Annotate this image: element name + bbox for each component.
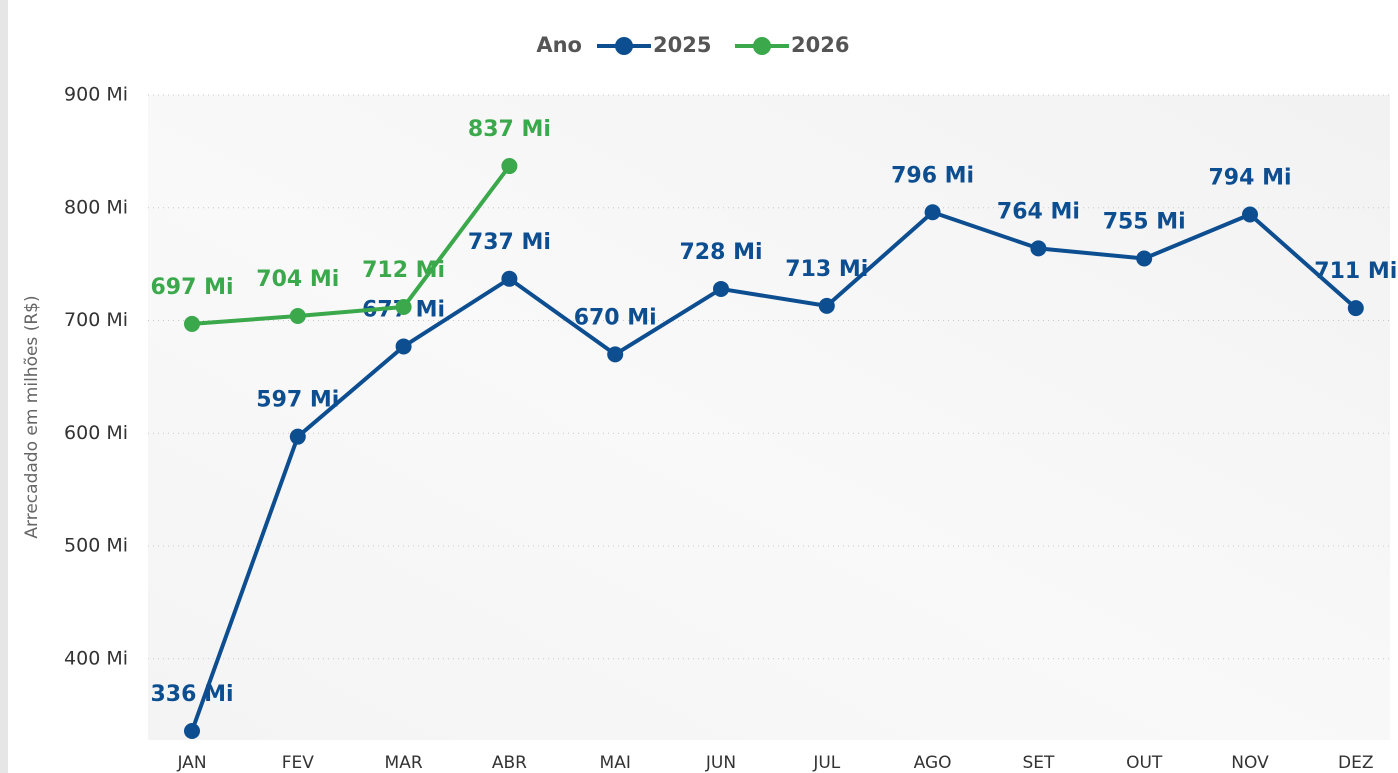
point xyxy=(501,158,518,175)
data-label: 796 Mi xyxy=(891,163,974,188)
data-label: 670 Mi xyxy=(574,305,657,330)
legend-marker xyxy=(753,37,771,55)
legend-label: 2025 xyxy=(653,33,711,57)
y-tick-label: 800 Mi xyxy=(64,196,128,218)
x-tick-label: JUN xyxy=(705,753,736,773)
series-line xyxy=(190,210,1358,732)
legend-title: Ano xyxy=(536,33,582,57)
point xyxy=(289,308,306,325)
point xyxy=(501,270,518,287)
point xyxy=(184,722,200,739)
data-label: 713 Mi xyxy=(785,257,868,282)
x-tick-label: NOV xyxy=(1231,753,1269,773)
x-tick-label: AGO xyxy=(914,753,952,773)
data-label: 837 Mi xyxy=(468,117,551,142)
y-tick-label: 500 Mi xyxy=(64,535,128,557)
data-label: 764 Mi xyxy=(997,199,1080,224)
point xyxy=(1030,240,1047,257)
x-tick-label: DEZ xyxy=(1338,753,1373,773)
data-label: 737 Mi xyxy=(468,230,551,255)
legend-label: 2026 xyxy=(791,33,849,57)
x-tick-label: MAR xyxy=(385,753,423,773)
point xyxy=(184,315,200,332)
data-label: 755 Mi xyxy=(1103,210,1186,235)
x-tick-label: MAI xyxy=(600,753,631,773)
side-strip xyxy=(0,0,8,773)
point xyxy=(395,298,412,315)
series-line xyxy=(191,164,511,326)
data-label: 704 Mi xyxy=(256,267,339,292)
point xyxy=(818,297,835,314)
x-tick-label: SET xyxy=(1022,753,1055,773)
point xyxy=(1347,300,1364,317)
x-tick-label: ABR xyxy=(492,753,527,773)
point xyxy=(607,346,624,363)
data-label: 711 Mi xyxy=(1314,259,1397,284)
y-tick-label: 600 Mi xyxy=(64,422,128,444)
x-tick-label: OUT xyxy=(1126,753,1163,773)
y-axis-label: Arrecadado em milhões (R$) xyxy=(22,295,42,538)
point xyxy=(1242,206,1258,223)
data-label: 336 Mi xyxy=(150,682,233,707)
data-label: 712 Mi xyxy=(362,258,445,283)
y-tick-label: 400 Mi xyxy=(64,647,128,669)
point xyxy=(395,338,412,355)
legend-marker xyxy=(615,37,633,55)
y-tick-label: 700 Mi xyxy=(64,309,128,331)
plot-area xyxy=(148,95,1390,740)
data-label: 728 Mi xyxy=(679,240,762,265)
point xyxy=(713,280,729,297)
x-tick-label: FEV xyxy=(282,753,315,773)
data-label: 794 Mi xyxy=(1208,166,1291,191)
data-label: 697 Mi xyxy=(150,275,233,300)
point xyxy=(289,428,306,445)
y-tick-label: 900 Mi xyxy=(64,84,128,106)
x-tick-label: JAN xyxy=(176,753,206,773)
x-tick-label: JUL xyxy=(812,753,840,773)
point xyxy=(1136,250,1153,267)
data-label: 597 Mi xyxy=(256,388,339,413)
point xyxy=(924,204,941,221)
